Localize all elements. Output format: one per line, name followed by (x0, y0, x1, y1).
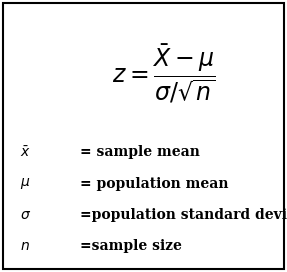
Text: $n$: $n$ (20, 239, 30, 253)
Text: $\mu$: $\mu$ (20, 176, 30, 191)
Text: = sample mean: = sample mean (80, 145, 200, 159)
Text: = population mean: = population mean (80, 177, 229, 191)
Text: $\bar{x}$: $\bar{x}$ (20, 145, 31, 160)
Text: =sample size: =sample size (80, 239, 182, 253)
FancyBboxPatch shape (3, 3, 284, 269)
Text: $\sigma$: $\sigma$ (20, 208, 31, 222)
Text: $z = \dfrac{\bar{X} - \mu}{\sigma/\sqrt{n}}$: $z = \dfrac{\bar{X} - \mu}{\sigma/\sqrt{… (112, 42, 216, 105)
Text: =population standard deviation: =population standard deviation (80, 208, 287, 222)
